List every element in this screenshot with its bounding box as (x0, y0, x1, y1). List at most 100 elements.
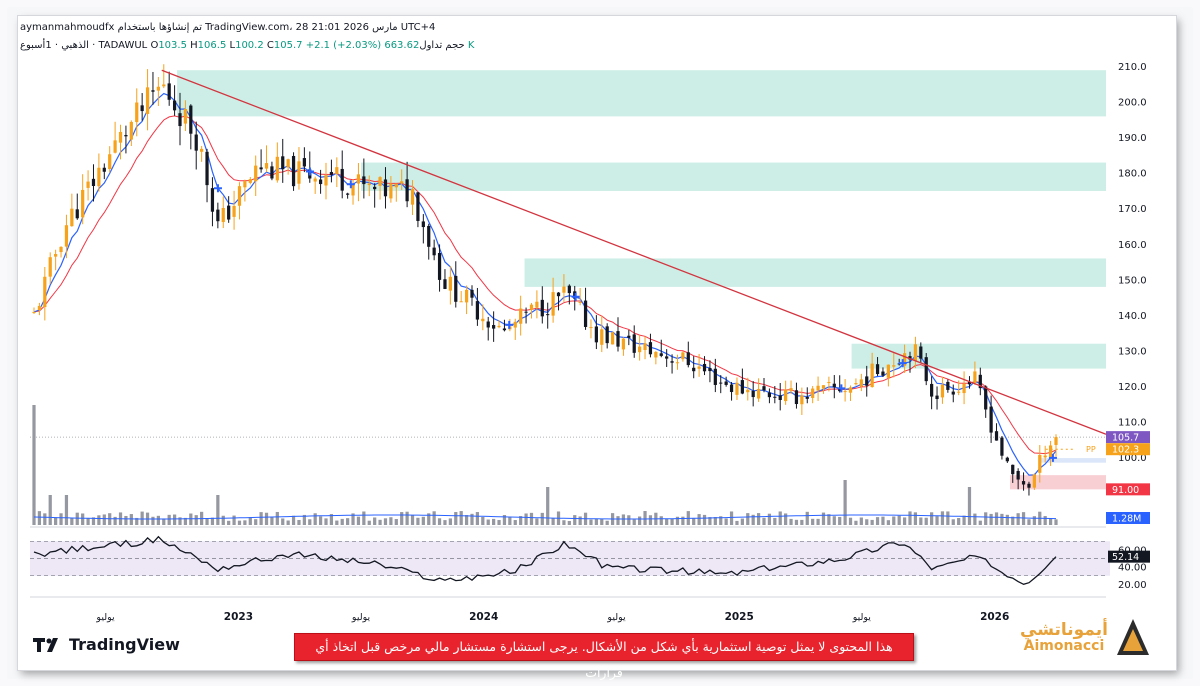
candle-body (405, 179, 409, 202)
candle-body (670, 361, 674, 363)
volume-bar (178, 517, 182, 525)
volume-bar (535, 518, 539, 525)
candle-body (421, 221, 425, 228)
symbol-label: الذهبي · 1أسبوع · TADAWUL (20, 40, 148, 51)
candle-body (281, 156, 285, 170)
volume-bar (724, 518, 728, 525)
volume-bar (573, 515, 577, 525)
candle-body (567, 285, 571, 294)
volume-bar (443, 520, 447, 525)
candle-body (389, 183, 393, 199)
volume-bar (638, 516, 642, 525)
candle-body (54, 254, 58, 257)
volume-bar (254, 519, 258, 525)
price-tick-label: 200.0 (1118, 98, 1147, 109)
candle-body (183, 108, 188, 124)
volume-bar (546, 487, 550, 525)
volume-bar (908, 511, 912, 525)
volume-bar (205, 518, 209, 525)
volume-bar (340, 518, 344, 525)
volume-bar (811, 518, 815, 525)
volume-bar (719, 516, 723, 525)
candle-body (556, 292, 561, 297)
volume-bar (324, 518, 328, 525)
volume-bar (400, 512, 404, 525)
volume-bar (275, 511, 279, 525)
candle-body (708, 367, 712, 372)
volume-bar (48, 495, 52, 525)
candle-body (913, 344, 918, 362)
volume-bar (221, 515, 225, 525)
candle-body (497, 325, 501, 328)
candle-body (373, 186, 377, 190)
volume-bar (902, 517, 907, 525)
candle-body (827, 382, 831, 384)
candle-body (524, 311, 528, 313)
candle-body (475, 301, 480, 320)
candle-body (1043, 455, 1047, 458)
candle-body (724, 381, 728, 385)
time-axis-label: 2023 (224, 611, 253, 623)
candle-body (502, 328, 507, 331)
candle-body (519, 308, 523, 324)
candle-body (227, 205, 231, 220)
volume-bar (529, 512, 534, 525)
volume-bar (756, 513, 761, 525)
signal-marker (571, 292, 580, 301)
candle-body (167, 83, 171, 100)
candle-body (1011, 464, 1015, 475)
price-tick-label: 140.0 (1118, 311, 1147, 322)
volume-bar (270, 517, 274, 525)
volume-bar (389, 517, 393, 525)
volume-bar (1054, 519, 1058, 525)
volume-bar (562, 520, 566, 525)
aimonacci-logo-icon (1116, 619, 1149, 655)
rsi-tick-label: 40.00 (1118, 563, 1147, 574)
candle-body (881, 371, 885, 376)
volume-bar (373, 517, 377, 525)
volume-bar (470, 513, 474, 525)
candle-body (675, 362, 680, 364)
candle-body (97, 167, 101, 187)
volume-bar (43, 513, 47, 525)
candle-body (432, 247, 436, 256)
candle-body (870, 363, 874, 387)
candle-body (589, 327, 593, 329)
candle-body (318, 179, 323, 185)
candle-body (702, 363, 707, 372)
candle-body (124, 135, 128, 137)
volume-bar (675, 516, 680, 525)
candle-body (946, 381, 950, 390)
volume-bar (994, 512, 999, 525)
volume-bar (778, 511, 782, 525)
volume-bar (951, 519, 955, 525)
close-label: C (266, 40, 274, 51)
candle-body (784, 389, 788, 402)
time-axis-label: يوليو (606, 612, 626, 623)
volume-bar (740, 518, 744, 525)
volume-bar (54, 517, 58, 525)
supply-zone (361, 162, 1106, 191)
candle-body (32, 311, 36, 313)
candle-body (291, 155, 296, 187)
volume-bar (508, 517, 512, 525)
volume-bar (427, 513, 431, 525)
volume-bar (308, 519, 312, 525)
volume-bar (627, 515, 631, 525)
volume-bar (962, 515, 966, 525)
volume-bar (492, 518, 496, 525)
volume-bar (162, 518, 166, 525)
candle-body (113, 140, 117, 153)
candle-body (811, 388, 815, 398)
volume-bar (616, 516, 620, 525)
candle-body (648, 342, 653, 355)
candle-body (400, 181, 404, 184)
volume-bar (848, 517, 853, 525)
volume-bar (64, 495, 69, 525)
candle-body (410, 188, 415, 205)
candle-body (875, 364, 880, 375)
candle-body (1038, 455, 1042, 473)
low-label: L (229, 40, 236, 51)
candle-body (546, 314, 550, 316)
